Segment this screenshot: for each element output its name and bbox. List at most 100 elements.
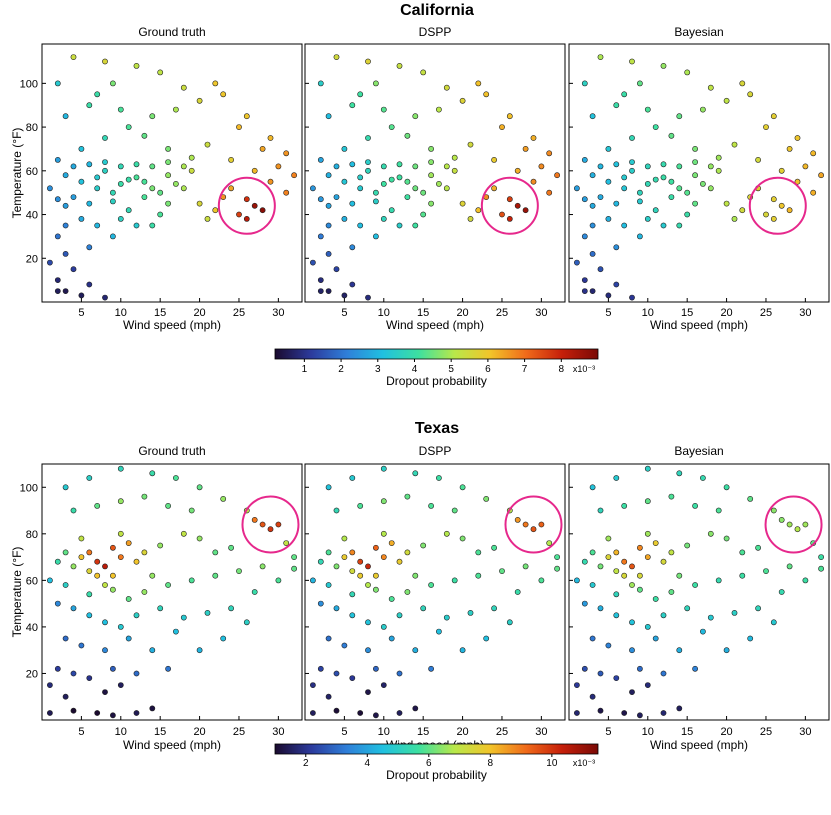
scatter-point — [700, 106, 706, 113]
scatter-point — [404, 589, 411, 595]
scatter-point — [621, 222, 628, 229]
scatter-point — [317, 80, 324, 87]
scatter-point — [110, 233, 116, 240]
scatter-point — [47, 577, 53, 584]
scatter-point — [739, 572, 746, 579]
scatter-point — [818, 172, 824, 179]
scatter-point — [530, 526, 537, 533]
scatter-point — [491, 544, 497, 551]
scatter-point — [54, 558, 61, 565]
scatter-point — [133, 612, 140, 619]
scatter-point — [644, 530, 651, 537]
scatter-point — [676, 163, 683, 170]
x-axis-label: Wind speed (mph) — [650, 738, 748, 752]
scatter-point — [589, 484, 596, 491]
scatter-point — [102, 167, 108, 174]
scatter-point — [117, 163, 124, 170]
scatter-point — [388, 540, 395, 546]
scatter-point — [786, 207, 793, 214]
subplot-title: Ground truth — [138, 25, 205, 39]
y-tick-label: 20 — [26, 668, 38, 680]
x-tick-label: 10 — [115, 307, 127, 319]
scatter-point — [597, 54, 604, 60]
scatter-point — [412, 572, 419, 579]
highlight-circle — [241, 495, 300, 554]
scatter-point — [357, 222, 364, 229]
scatter-point — [212, 80, 219, 87]
scatter-point — [78, 292, 85, 299]
scatter-point — [349, 244, 356, 251]
colorbar — [274, 348, 599, 360]
scatter-point — [349, 612, 356, 619]
scatter-point — [692, 582, 698, 588]
scatter-point — [613, 612, 620, 619]
x-tick-label: 10 — [642, 726, 654, 738]
plot-area-0-1 — [304, 43, 566, 303]
scatter-point — [514, 517, 521, 523]
scatter-point — [380, 682, 387, 688]
scatter-point — [692, 200, 698, 207]
scatter-point — [325, 172, 332, 179]
scatter-point — [794, 526, 801, 533]
scatter-point — [605, 215, 612, 222]
scatter-point — [236, 211, 242, 218]
scatter-point — [341, 554, 348, 560]
scatter-point — [251, 517, 258, 523]
x-axis-label: Wind speed (mph) — [650, 318, 748, 332]
scatter-point — [589, 693, 596, 700]
scatter-point — [770, 507, 777, 514]
section-title: Texas — [415, 420, 459, 437]
scatter-point — [165, 665, 171, 672]
scatter-point — [506, 619, 513, 626]
colorbar-exponent: x10⁻³ — [573, 758, 595, 768]
scatter-point — [692, 145, 698, 152]
scatter-point — [605, 292, 612, 299]
scatter-point — [459, 200, 466, 207]
scatter-point — [365, 563, 371, 570]
scatter-point — [404, 493, 411, 500]
scatter-point — [357, 174, 364, 181]
scatter-point — [506, 215, 513, 222]
x-tick-label: 20 — [456, 307, 468, 319]
x-tick-label: 20 — [456, 726, 468, 738]
scatter-point — [212, 572, 219, 579]
scatter-point — [459, 535, 466, 542]
scatter-point — [589, 250, 596, 257]
scatter-point — [723, 535, 730, 542]
scatter-point — [589, 222, 596, 229]
scatter-point — [668, 178, 675, 185]
scatter-point — [54, 277, 61, 283]
scatter-point — [581, 288, 588, 294]
scatter-point — [613, 161, 620, 168]
scatter-point — [333, 266, 340, 273]
subplot-title: DSPP — [419, 25, 452, 39]
scatter-point — [220, 495, 227, 502]
scatter-point — [172, 180, 179, 187]
scatter-point — [165, 200, 171, 207]
colorbar-tick-label: 2 — [338, 364, 344, 375]
scatter-point — [165, 159, 171, 165]
scatter-point — [333, 54, 340, 60]
scatter-point — [637, 712, 643, 719]
scatter-point — [54, 156, 61, 163]
scatter-point — [684, 189, 691, 196]
scatter-point — [443, 614, 450, 621]
scatter-point — [94, 185, 101, 192]
scatter-point — [707, 84, 714, 91]
scatter-point — [125, 635, 132, 642]
scatter-point — [357, 558, 364, 565]
scatter-point — [117, 498, 124, 505]
scatter-point — [802, 577, 809, 584]
scatter-point — [613, 549, 620, 556]
scatter-point — [644, 498, 651, 505]
scatter-point — [62, 172, 69, 179]
plot-area-0-2 — [568, 43, 830, 303]
scatter-point — [459, 647, 466, 654]
scatter-point — [243, 619, 250, 626]
scatter-point — [491, 605, 497, 612]
scatter-point — [644, 106, 651, 113]
section-title: California — [400, 2, 474, 19]
scatter-point — [157, 69, 164, 76]
y-tick-label: 80 — [26, 122, 38, 134]
scatter-point — [212, 207, 219, 214]
